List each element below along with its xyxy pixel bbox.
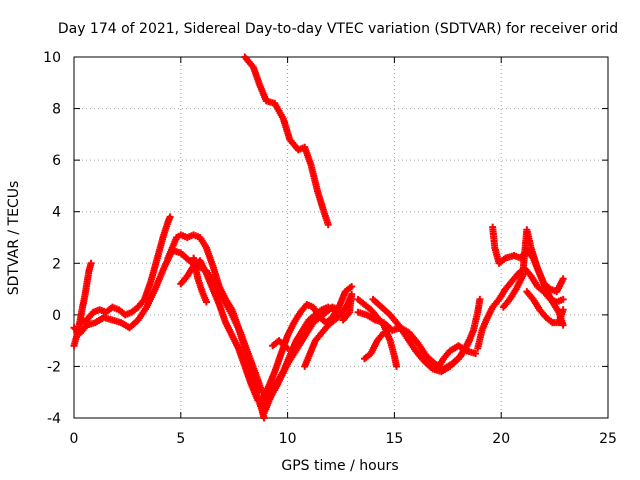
plot-frame [73,56,609,419]
data-point-marker [348,282,356,290]
data-point-marker [559,321,567,329]
y-tick-label: 6 [52,153,61,169]
x-tick-label: 20 [492,431,510,447]
grid [74,57,608,418]
data-point-marker [202,298,210,306]
series-track-k [301,290,356,370]
series-track-b [76,213,174,327]
series-track-s [499,226,567,311]
y-tick-label: 8 [52,102,61,118]
series-track-i [271,303,343,394]
series-track-high [241,53,332,229]
series-track-m [354,295,401,370]
data-point-marker [476,295,484,303]
y-tick-label: -2 [47,359,61,375]
y-tick-label: 10 [43,50,61,66]
y-tick-label: -4 [47,411,61,427]
x-axis-label: GPS time / hours [281,458,398,474]
series-track-l [360,329,388,363]
series-track-t [523,288,567,327]
data-point-marker [324,221,332,229]
data-point-marker [559,306,567,314]
x-tick-label: 15 [385,431,403,447]
data-point-marker [559,295,567,303]
data-point-marker [87,259,95,267]
data-point-marker [393,362,401,370]
data-point-marker [284,344,292,352]
series-track-o [369,295,484,376]
series-track-f [190,254,210,306]
y-tick-label: 0 [52,308,61,324]
data-point-marker [339,316,347,324]
y-tick-label: 4 [52,205,61,221]
chart-title: Day 174 of 2021, Sidereal Day-to-day VTE… [58,21,618,37]
series-track-p [433,342,480,373]
x-tick-label: 25 [599,431,617,447]
x-tick-label: 5 [176,431,185,447]
x-tick-label: 10 [279,431,297,447]
data-point-marker [559,275,567,283]
axis-ticks: 0 5 10 15 20 25 -4 -2 0 2 4 6 8 10 [43,50,617,447]
y-tick-label: 2 [52,256,61,272]
data-marks [70,53,567,422]
data-point-marker [472,350,480,358]
data-point-marker [166,213,174,221]
x-tick-label: 0 [70,431,79,447]
series-track-j [269,337,292,352]
y-axis-label: SDTVAR / TECUs [6,181,22,296]
